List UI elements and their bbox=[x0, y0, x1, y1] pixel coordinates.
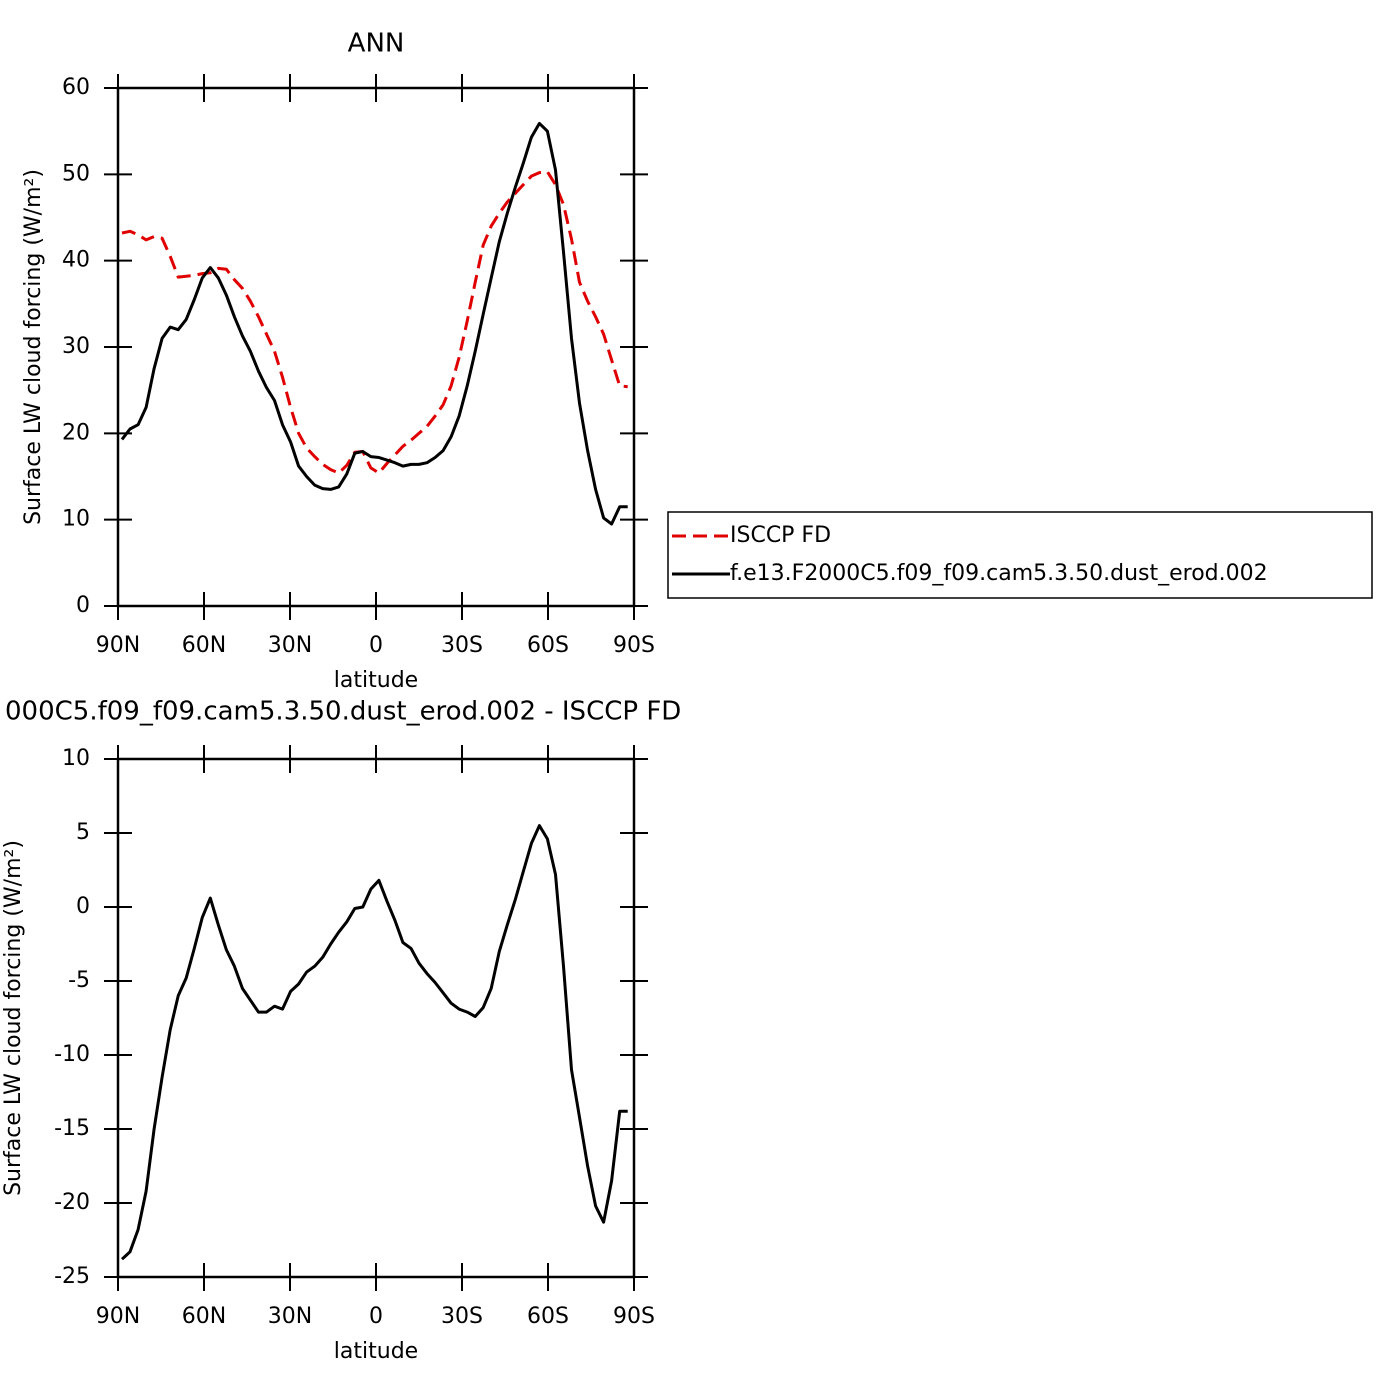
y-tick-label: 30 bbox=[62, 334, 90, 359]
y-tick-label: -20 bbox=[54, 1190, 90, 1215]
y-tick-label: -10 bbox=[54, 1042, 90, 1067]
x-tick-label: 30S bbox=[441, 1304, 483, 1329]
x-tick-label: 0 bbox=[369, 1304, 383, 1329]
y-tick-label: 20 bbox=[62, 420, 90, 445]
x-tick-label: 30N bbox=[268, 633, 312, 658]
y-tick-label: 0 bbox=[76, 894, 90, 919]
x-axis-label: latitude bbox=[334, 668, 418, 693]
x-tick-label: 60S bbox=[527, 633, 569, 658]
x-tick-label: 30S bbox=[441, 633, 483, 658]
y-tick-label: 60 bbox=[62, 75, 90, 100]
y-tick-label: 5 bbox=[76, 820, 90, 845]
chart-title: 000C5.f09_f09.cam5.3.50.dust_erod.002 - … bbox=[5, 697, 681, 727]
x-tick-label: 90N bbox=[96, 633, 140, 658]
x-tick-label: 90S bbox=[613, 633, 655, 658]
chart-title: ANN bbox=[348, 29, 405, 59]
y-tick-label: 10 bbox=[62, 746, 90, 771]
y-tick-label: -5 bbox=[68, 968, 90, 993]
legend-box bbox=[667, 511, 1373, 599]
data-line bbox=[120, 824, 628, 1261]
x-tick-label: 60S bbox=[527, 1304, 569, 1329]
x-tick-label: 30N bbox=[268, 1304, 312, 1329]
legend-label: ISCCP FD bbox=[730, 523, 831, 548]
legend-label: f.e13.F2000C5.f09_f09.cam5.3.50.dust_ero… bbox=[730, 561, 1268, 586]
y-axis-label: Surface LW cloud forcing (W/m²) bbox=[21, 169, 46, 525]
y-tick-label: -15 bbox=[54, 1116, 90, 1141]
data-line bbox=[120, 121, 628, 526]
y-tick-label: 50 bbox=[62, 161, 90, 186]
x-tick-label: 90N bbox=[96, 1304, 140, 1329]
x-tick-label: 0 bbox=[369, 633, 383, 658]
y-tick-label: 0 bbox=[76, 593, 90, 618]
x-tick-label: 60N bbox=[182, 1304, 226, 1329]
y-tick-label: 10 bbox=[62, 507, 90, 532]
x-tick-label: 60N bbox=[182, 633, 226, 658]
x-axis-label: latitude bbox=[334, 1339, 418, 1364]
y-axis-label: Surface LW cloud forcing (W/m²) bbox=[1, 840, 26, 1196]
y-tick-label: 40 bbox=[62, 248, 90, 273]
y-tick-label: -25 bbox=[54, 1264, 90, 1289]
x-tick-label: 90S bbox=[613, 1304, 655, 1329]
